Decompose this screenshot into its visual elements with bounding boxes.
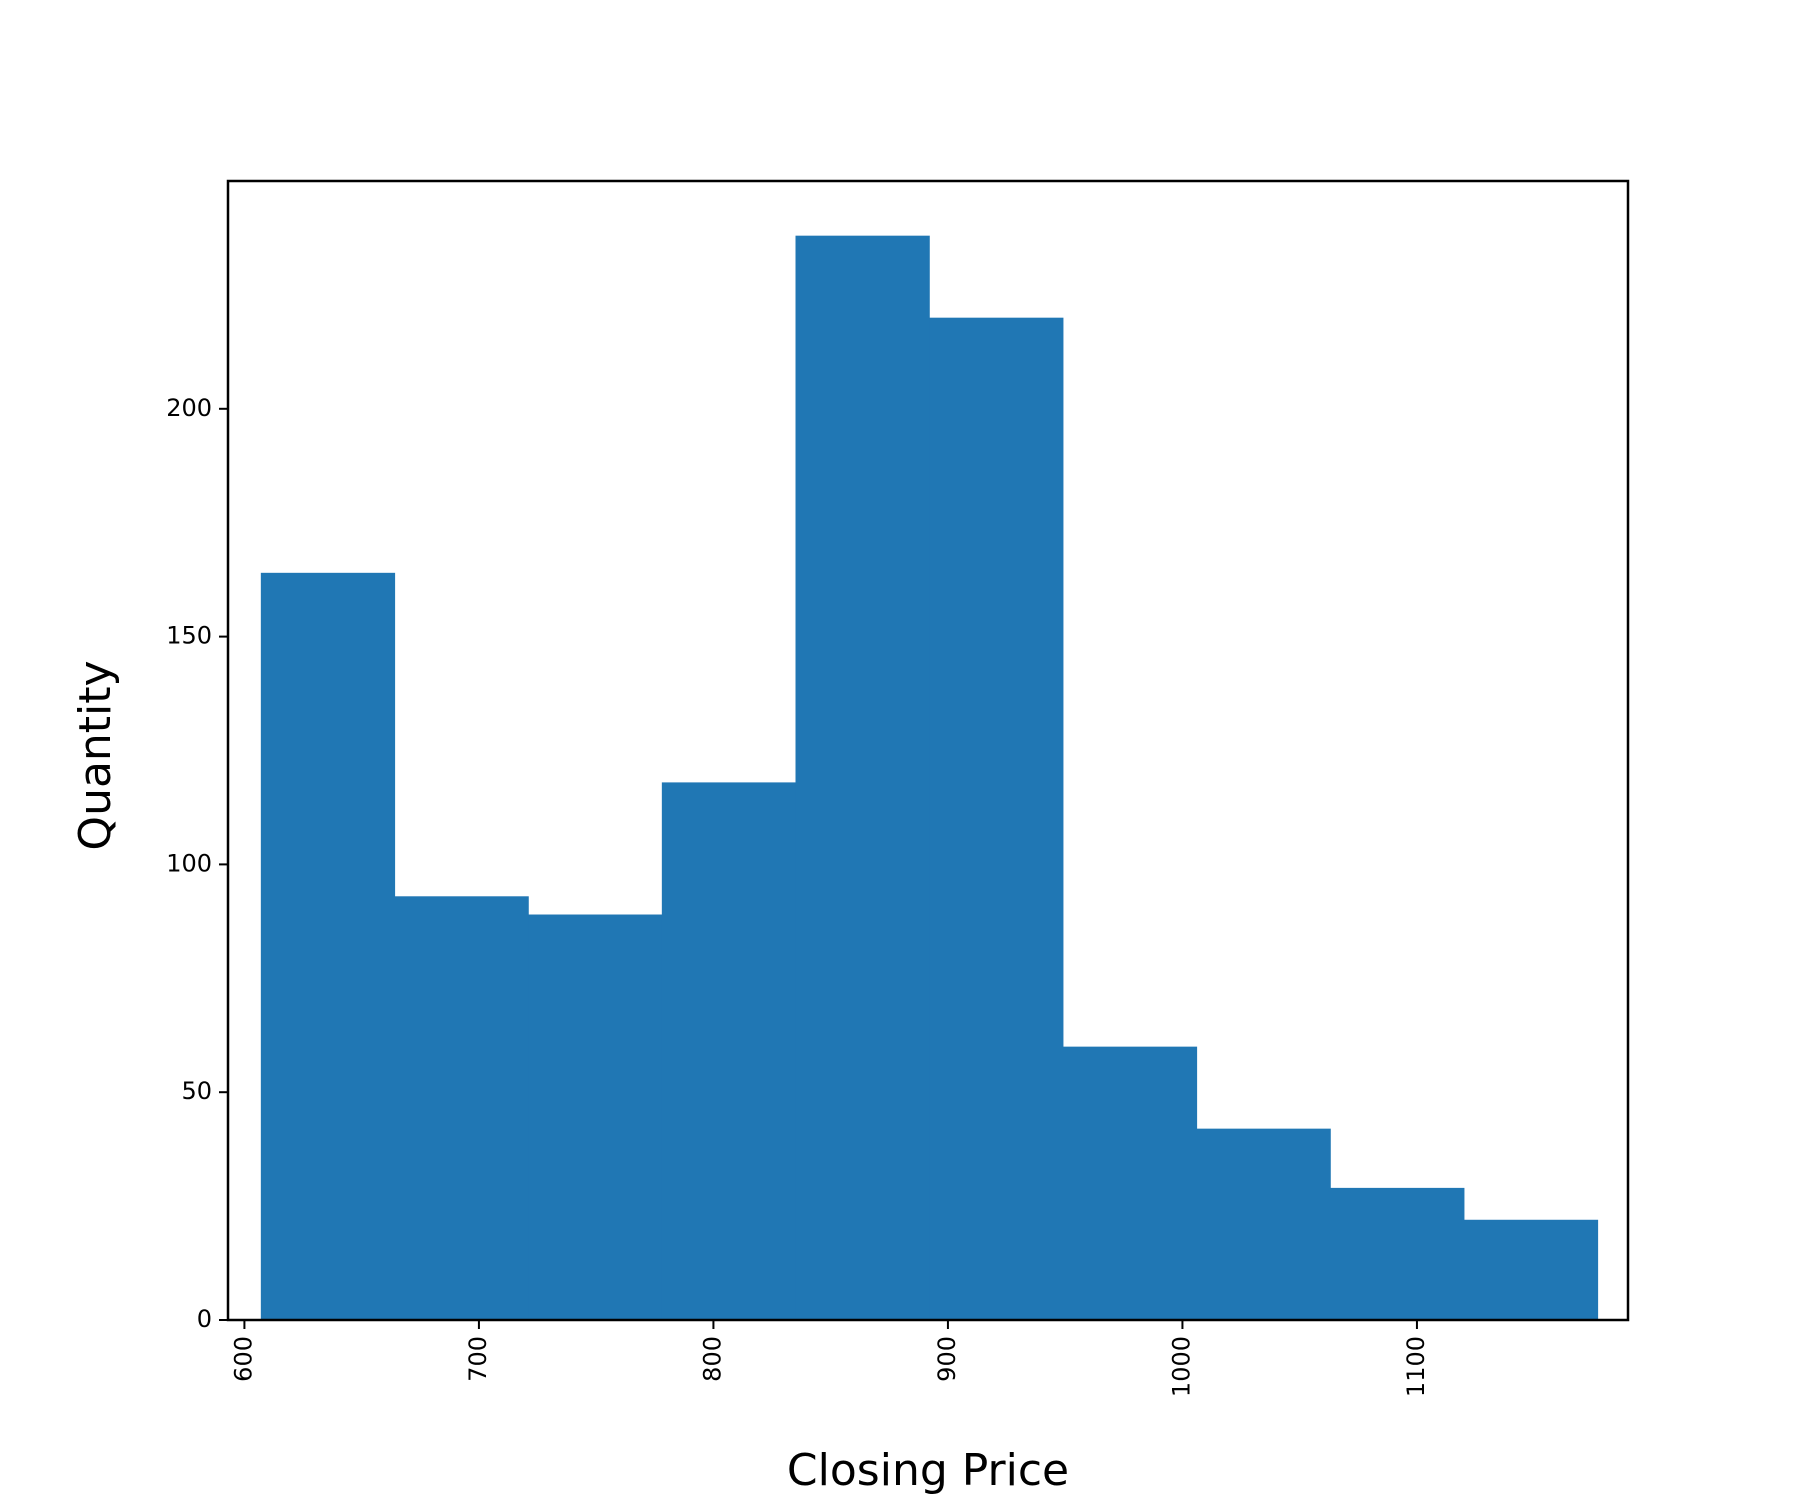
plot-frame <box>226 179 1630 1322</box>
x-tick-label: 1100 <box>1402 1336 1430 1397</box>
x-tick-label: 900 <box>933 1336 961 1382</box>
x-tick-label: 600 <box>229 1336 257 1382</box>
histogram-bar <box>1062 1046 1198 1320</box>
histogram-bar <box>1196 1128 1331 1320</box>
histogram-bar <box>1463 1219 1599 1320</box>
y-tick-label: 150 <box>166 622 212 650</box>
histogram-bar <box>260 572 396 1320</box>
histogram-bar <box>795 235 930 1320</box>
histogram-bar <box>929 317 1064 1320</box>
y-tick-label: 50 <box>181 1077 212 1105</box>
y-tick-label: 200 <box>166 394 212 422</box>
histogram-bar <box>661 782 797 1320</box>
y-tick-label: 100 <box>166 849 212 877</box>
histogram-bar <box>528 914 663 1320</box>
x-tick-label: 800 <box>698 1336 726 1382</box>
x-tick-label: 700 <box>464 1336 492 1382</box>
ticks-group: 600 700 800 900 1000 1100 0 50 100 150 200 <box>166 394 1430 1397</box>
bars-group <box>260 235 1599 1320</box>
histogram-bar <box>394 896 529 1320</box>
y-axis-title: Quantity <box>70 660 121 850</box>
x-axis-title: Closing Price <box>787 1445 1069 1496</box>
histogram-bar <box>1330 1187 1465 1320</box>
x-tick-label: 1000 <box>1167 1336 1195 1397</box>
y-tick-label: 0 <box>197 1305 212 1333</box>
